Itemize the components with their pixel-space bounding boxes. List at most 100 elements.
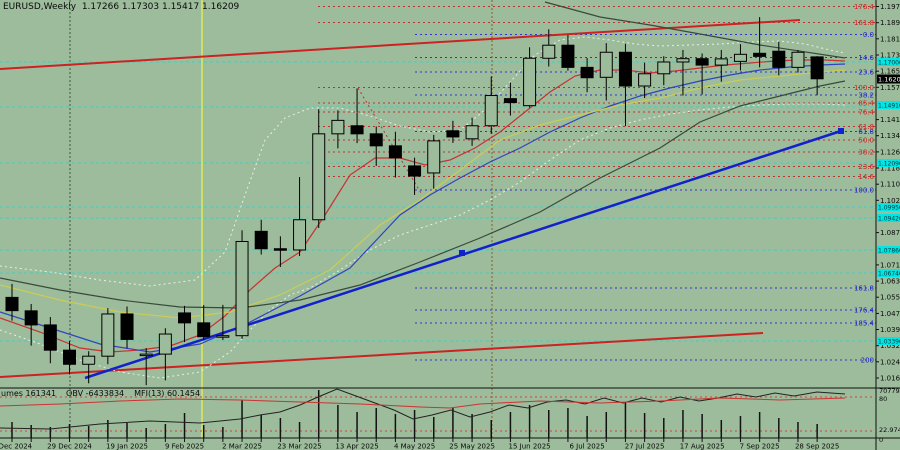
- fib-blue-label: 61.8: [858, 128, 874, 136]
- date-label: 29 Dec 2024: [47, 443, 92, 450]
- candle-body[interactable]: [408, 165, 422, 177]
- price-label: 1.11840: [880, 165, 900, 173]
- indicator-price-flag-text: 1.14910: [878, 103, 900, 110]
- candle-body[interactable]: [158, 333, 172, 355]
- candle-body[interactable]: [676, 58, 690, 63]
- candle-body[interactable]: [178, 312, 192, 324]
- indicator-price-flag-text: 1.03390: [878, 339, 900, 346]
- candle-body[interactable]: [235, 240, 249, 337]
- ma-red: [0, 59, 846, 353]
- candle-body[interactable]: [331, 119, 345, 135]
- candle-body[interactable]: [772, 50, 786, 68]
- fib-red-label: 176.4: [854, 3, 875, 11]
- candle-body[interactable]: [695, 58, 709, 66]
- candle-body[interactable]: [465, 125, 479, 140]
- candle-body[interactable]: [618, 51, 632, 87]
- trendline-handle[interactable]: [459, 250, 465, 256]
- indicator-label: umes 161341 OBV -6433834 MFI(13) 60.1454: [1, 389, 210, 398]
- candle-body[interactable]: [350, 125, 364, 135]
- candle-body[interactable]: [657, 61, 671, 75]
- candle-body[interactable]: [197, 322, 211, 338]
- candle-body[interactable]: [810, 56, 824, 80]
- ma-green: [0, 80, 846, 309]
- candle-body[interactable]: [120, 313, 134, 340]
- date-label: 23 Mar 2025: [277, 443, 321, 450]
- fib-red-label: 23.6: [858, 163, 874, 171]
- fib-red-label: 50.0: [858, 137, 874, 145]
- fib-red-label: 100.0: [854, 84, 874, 92]
- price-label: 1.18125: [880, 35, 900, 43]
- pane-scale-label: 0: [879, 436, 883, 444]
- current-price-text: 1.16209: [878, 76, 900, 84]
- fib-red-label: 38.2: [858, 149, 874, 157]
- candle-body[interactable]: [24, 310, 38, 326]
- candle-body[interactable]: [427, 140, 441, 174]
- fib-blue-label: 176.4: [854, 307, 875, 315]
- candle-body[interactable]: [446, 130, 460, 138]
- candle-body[interactable]: [43, 324, 57, 351]
- candle-body[interactable]: [561, 44, 575, 68]
- fib-blue-label: 38.2: [858, 92, 874, 100]
- fib-blue-label: 14.6: [858, 54, 874, 62]
- candle-body[interactable]: [638, 73, 652, 87]
- channel-bottom: [0, 332, 764, 378]
- pane-scale-label: 22.9741: [879, 426, 900, 434]
- date-label: 27 Jul 2025: [625, 443, 665, 450]
- candle-body[interactable]: [5, 296, 19, 312]
- candle-body[interactable]: [101, 313, 115, 357]
- price-label: 1.15770: [880, 84, 900, 92]
- candle-body[interactable]: [599, 51, 613, 78]
- price-label: 1.04775: [880, 310, 900, 318]
- candle-body[interactable]: [388, 145, 402, 159]
- candle-body[interactable]: [369, 133, 383, 147]
- current-price-flag: [877, 74, 900, 84]
- indicator-price-flag: [877, 246, 900, 254]
- date-label: 17 Aug 2025: [680, 443, 725, 450]
- indicator-price-flag: [877, 337, 900, 345]
- candle-body[interactable]: [714, 58, 728, 66]
- date-label: 9 Feb 2025: [165, 443, 204, 450]
- date-label: 7 Sep 2025: [740, 443, 780, 450]
- price-label: 1.17345: [880, 52, 900, 60]
- candle-body[interactable]: [82, 355, 96, 365]
- indicator-price-flag: [877, 159, 900, 167]
- fib-red-label: 76.4: [858, 109, 874, 117]
- trendline-end-handle[interactable]: [838, 128, 844, 134]
- pane-scale-label: 707794: [879, 387, 900, 395]
- candle-body[interactable]: [791, 51, 805, 68]
- date-label: 15 Jun 2025: [509, 443, 551, 450]
- date-label: 6 Jul 2025: [570, 443, 605, 450]
- fib-blue-label: 23.6: [858, 69, 874, 77]
- candle-body[interactable]: [254, 230, 268, 250]
- candle-body[interactable]: [733, 53, 747, 62]
- candle-body[interactable]: [139, 353, 153, 357]
- price-label: 1.02420: [880, 358, 900, 366]
- candle-body[interactable]: [484, 95, 498, 127]
- candle-body[interactable]: [293, 219, 307, 251]
- candle-body[interactable]: [503, 98, 517, 104]
- indicator-price-flag: [877, 269, 900, 277]
- indicator-price-flag-text: 1.06740: [878, 271, 900, 278]
- candle-body[interactable]: [542, 44, 556, 59]
- price-label: 1.11060: [880, 181, 900, 189]
- date-label: 28 Sep 2025: [795, 443, 839, 450]
- candle-body[interactable]: [753, 52, 767, 57]
- indicator-price-flag: [877, 214, 900, 222]
- candle-body[interactable]: [580, 66, 594, 79]
- candle-body[interactable]: [216, 335, 230, 338]
- gray-upper: [544, 1, 846, 59]
- bb-upper: [0, 36, 846, 287]
- candle-body[interactable]: [63, 349, 77, 365]
- price-label: 1.01640: [880, 375, 900, 383]
- candle-body[interactable]: [523, 57, 537, 107]
- fib-blue-label: 100.0: [854, 187, 874, 195]
- price-label: 1.10280: [880, 197, 900, 205]
- candle-body[interactable]: [312, 133, 326, 221]
- fib-red-label: 14.6: [858, 173, 874, 181]
- candle-body[interactable]: [273, 248, 287, 251]
- price-label: 1.03200: [880, 342, 900, 350]
- price-label: 1.05570: [880, 294, 900, 302]
